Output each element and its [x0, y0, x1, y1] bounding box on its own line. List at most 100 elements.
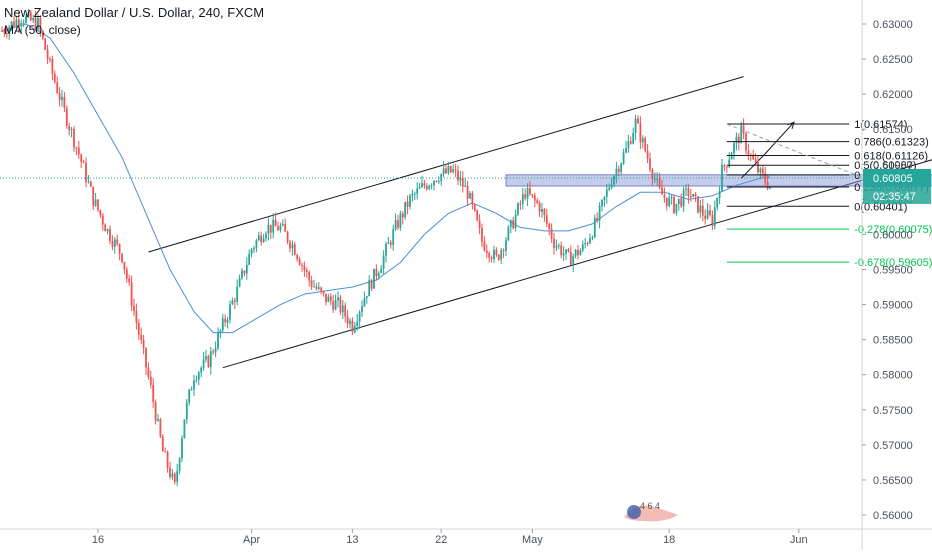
price-badge — [863, 168, 931, 187]
price-tick-label: 0.62000 — [873, 89, 913, 101]
candle-body — [473, 204, 476, 211]
candle-body — [166, 451, 169, 468]
candle-body — [615, 168, 618, 176]
candle-body — [649, 158, 651, 170]
candle-body — [135, 311, 138, 323]
candle-body — [243, 270, 246, 274]
candle-body — [233, 300, 236, 302]
candle-body — [197, 372, 200, 380]
candle-body — [476, 210, 479, 221]
candle-body — [195, 379, 198, 381]
candle-body — [517, 203, 519, 215]
candle-body — [140, 334, 143, 340]
candle-body — [80, 154, 83, 162]
candle-body — [221, 318, 224, 331]
candle-body — [298, 259, 301, 265]
candle-body — [61, 96, 63, 101]
candle-body — [697, 196, 699, 213]
candle-body — [188, 389, 191, 403]
candle-body — [759, 168, 762, 173]
candle-body — [399, 213, 402, 228]
candle-body — [99, 209, 102, 216]
candle-body — [735, 136, 738, 144]
candle-body — [651, 169, 654, 179]
price-tick-label: 0.56000 — [873, 510, 913, 522]
candle-body — [531, 194, 534, 196]
candle-body — [466, 185, 469, 199]
candle-body — [581, 244, 584, 251]
candle-body — [123, 261, 126, 270]
candle-body — [255, 240, 258, 248]
candle-body — [617, 168, 620, 172]
candle-body — [169, 467, 171, 478]
candle-body — [325, 293, 327, 303]
candle-body — [557, 245, 560, 247]
countdown-value: 02:35:47 — [873, 191, 916, 203]
candle-body — [716, 197, 719, 208]
candle-body — [145, 347, 147, 368]
candle-body — [70, 129, 73, 131]
time-tick-label: 22 — [435, 534, 447, 546]
candle-body — [481, 227, 483, 242]
candle-body — [577, 249, 579, 256]
candle-body — [723, 165, 726, 167]
time-tick-label: Apr — [243, 534, 260, 546]
candle-body — [766, 182, 769, 189]
candle-body — [229, 304, 231, 320]
candle-body — [682, 189, 685, 207]
candle-body — [488, 252, 491, 258]
candle-body — [209, 351, 212, 368]
candle-body — [728, 159, 731, 167]
candle-body — [584, 243, 587, 245]
candle-body — [625, 148, 627, 153]
candle-body — [65, 107, 68, 127]
candle-body — [82, 161, 85, 163]
price-tick-label: 0.58500 — [873, 335, 913, 347]
candle-body — [358, 311, 361, 322]
candle-body — [277, 226, 279, 231]
candle-body — [53, 73, 56, 83]
candle-body — [116, 239, 119, 244]
candle-body — [147, 367, 150, 377]
candle-body — [226, 319, 229, 323]
candle-body — [241, 270, 243, 278]
candle-body — [490, 257, 493, 259]
candle-body — [3, 31, 6, 34]
candle-body — [284, 223, 287, 232]
candle-body — [32, 17, 35, 21]
candle-body — [637, 118, 639, 124]
candle-body — [217, 332, 219, 349]
candle-body — [63, 96, 66, 108]
candle-body — [130, 282, 133, 306]
candle-body — [447, 166, 450, 174]
candle-body — [92, 186, 95, 206]
candle-body — [29, 12, 32, 21]
candle-body — [349, 320, 351, 324]
candle-body — [495, 249, 498, 255]
candle-body — [701, 205, 704, 216]
candle-body — [560, 245, 563, 256]
indicator-legend[interactable]: MA (50, close) — [4, 23, 81, 37]
candle-body — [613, 175, 615, 185]
moving-average-line — [1, 23, 771, 334]
candle-body — [322, 291, 325, 294]
candle-body — [509, 220, 512, 227]
candle-body — [87, 181, 90, 183]
candle-body — [361, 306, 363, 312]
candle-body — [183, 419, 186, 439]
candle-body — [171, 473, 174, 478]
candle-body — [190, 389, 193, 391]
candle-body — [365, 296, 368, 298]
fib-level-label: 1(0.61574) — [854, 119, 907, 131]
candle-body — [437, 181, 440, 183]
candle-body — [193, 380, 195, 390]
candle-body — [675, 203, 678, 213]
candle-body — [356, 321, 359, 327]
candle-body — [149, 376, 152, 385]
price-tick-label: 0.57000 — [873, 440, 913, 452]
chart-header: New Zealand Dollar / U.S. Dollar, 240, F… — [4, 5, 264, 37]
price-tick-label: 0.58000 — [873, 370, 913, 382]
candle-body — [286, 231, 289, 242]
